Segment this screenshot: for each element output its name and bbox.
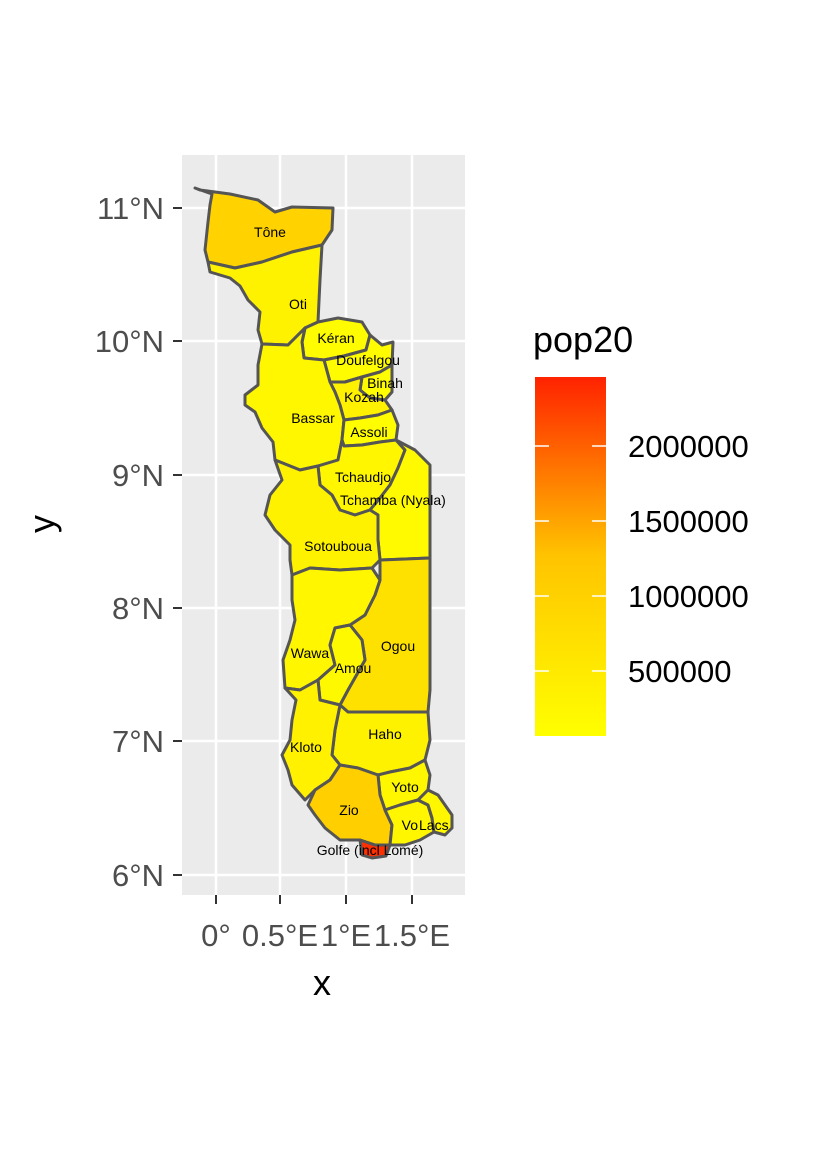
label-wawa: Wawa	[291, 645, 330, 661]
label-vo: Vo	[402, 817, 419, 833]
label-oti: Oti	[289, 296, 307, 312]
y-tick-label: 11°N	[97, 191, 164, 226]
label-kozah: Kozah	[344, 389, 384, 405]
label-binah: Binah	[367, 375, 403, 391]
x-tick-label: 0.5°E	[242, 918, 318, 953]
label-doufelgou: Doufelgou	[336, 352, 400, 368]
x-tick-label: 1.5°E	[374, 918, 450, 953]
x-tick-label: 0°	[201, 918, 231, 953]
legend-tick-label: 1500000	[628, 504, 749, 539]
legend-tick-label: 1000000	[628, 579, 749, 614]
label-tone: Tône	[254, 224, 286, 240]
label-sotouboua: Sotouboua	[304, 538, 372, 554]
label-keran: Kéran	[317, 330, 354, 346]
label-yoto: Yoto	[391, 779, 419, 795]
label-zio: Zio	[339, 802, 359, 818]
y-tick-label: 8°N	[112, 591, 164, 626]
y-axis-title: y	[21, 515, 62, 533]
label-assoli: Assoli	[350, 424, 387, 440]
label-golfe: Golfe (incl Lomé)	[317, 842, 424, 858]
region-lacs	[416, 788, 454, 837]
region-layer	[193, 186, 454, 860]
region-sotouboua	[263, 458, 382, 577]
legend-tick-label: 2000000	[628, 429, 749, 464]
y-tick-label: 10°N	[95, 324, 164, 359]
region-golfe	[358, 838, 392, 860]
label-lacs: Lacs	[419, 817, 449, 833]
x-tick-label: 1°E	[321, 918, 371, 953]
x-axis-title: x	[313, 962, 331, 1003]
label-tchamba: Tchamba (Nyala)	[340, 492, 446, 508]
region-labels: Tône Oti Kéran Doufelgou Binah Kozah Bas…	[254, 224, 449, 858]
legend-tick-label: 500000	[628, 654, 731, 689]
axes: 0° 0.5°E 1°E 1.5°E 6°N 7°N 8°N 9°N 10°N 11°N	[95, 191, 450, 953]
y-tick-label: 7°N	[112, 724, 164, 759]
legend-colorbar	[535, 377, 606, 736]
label-amou: Amou	[335, 660, 372, 676]
label-tchaudjo: Tchaudjo	[335, 469, 391, 485]
legend: pop20 2000000 1500000 1000000 500000	[533, 319, 749, 736]
legend-title: pop20	[533, 319, 633, 360]
y-tick-label: 9°N	[112, 458, 164, 493]
label-bassar: Bassar	[291, 410, 335, 426]
label-kloto: Kloto	[290, 739, 322, 755]
y-tick-label: 6°N	[112, 858, 164, 893]
label-haho: Haho	[368, 726, 402, 742]
legend-ticks: 2000000 1500000 1000000 500000	[535, 429, 749, 689]
label-ogou: Ogou	[381, 638, 415, 654]
